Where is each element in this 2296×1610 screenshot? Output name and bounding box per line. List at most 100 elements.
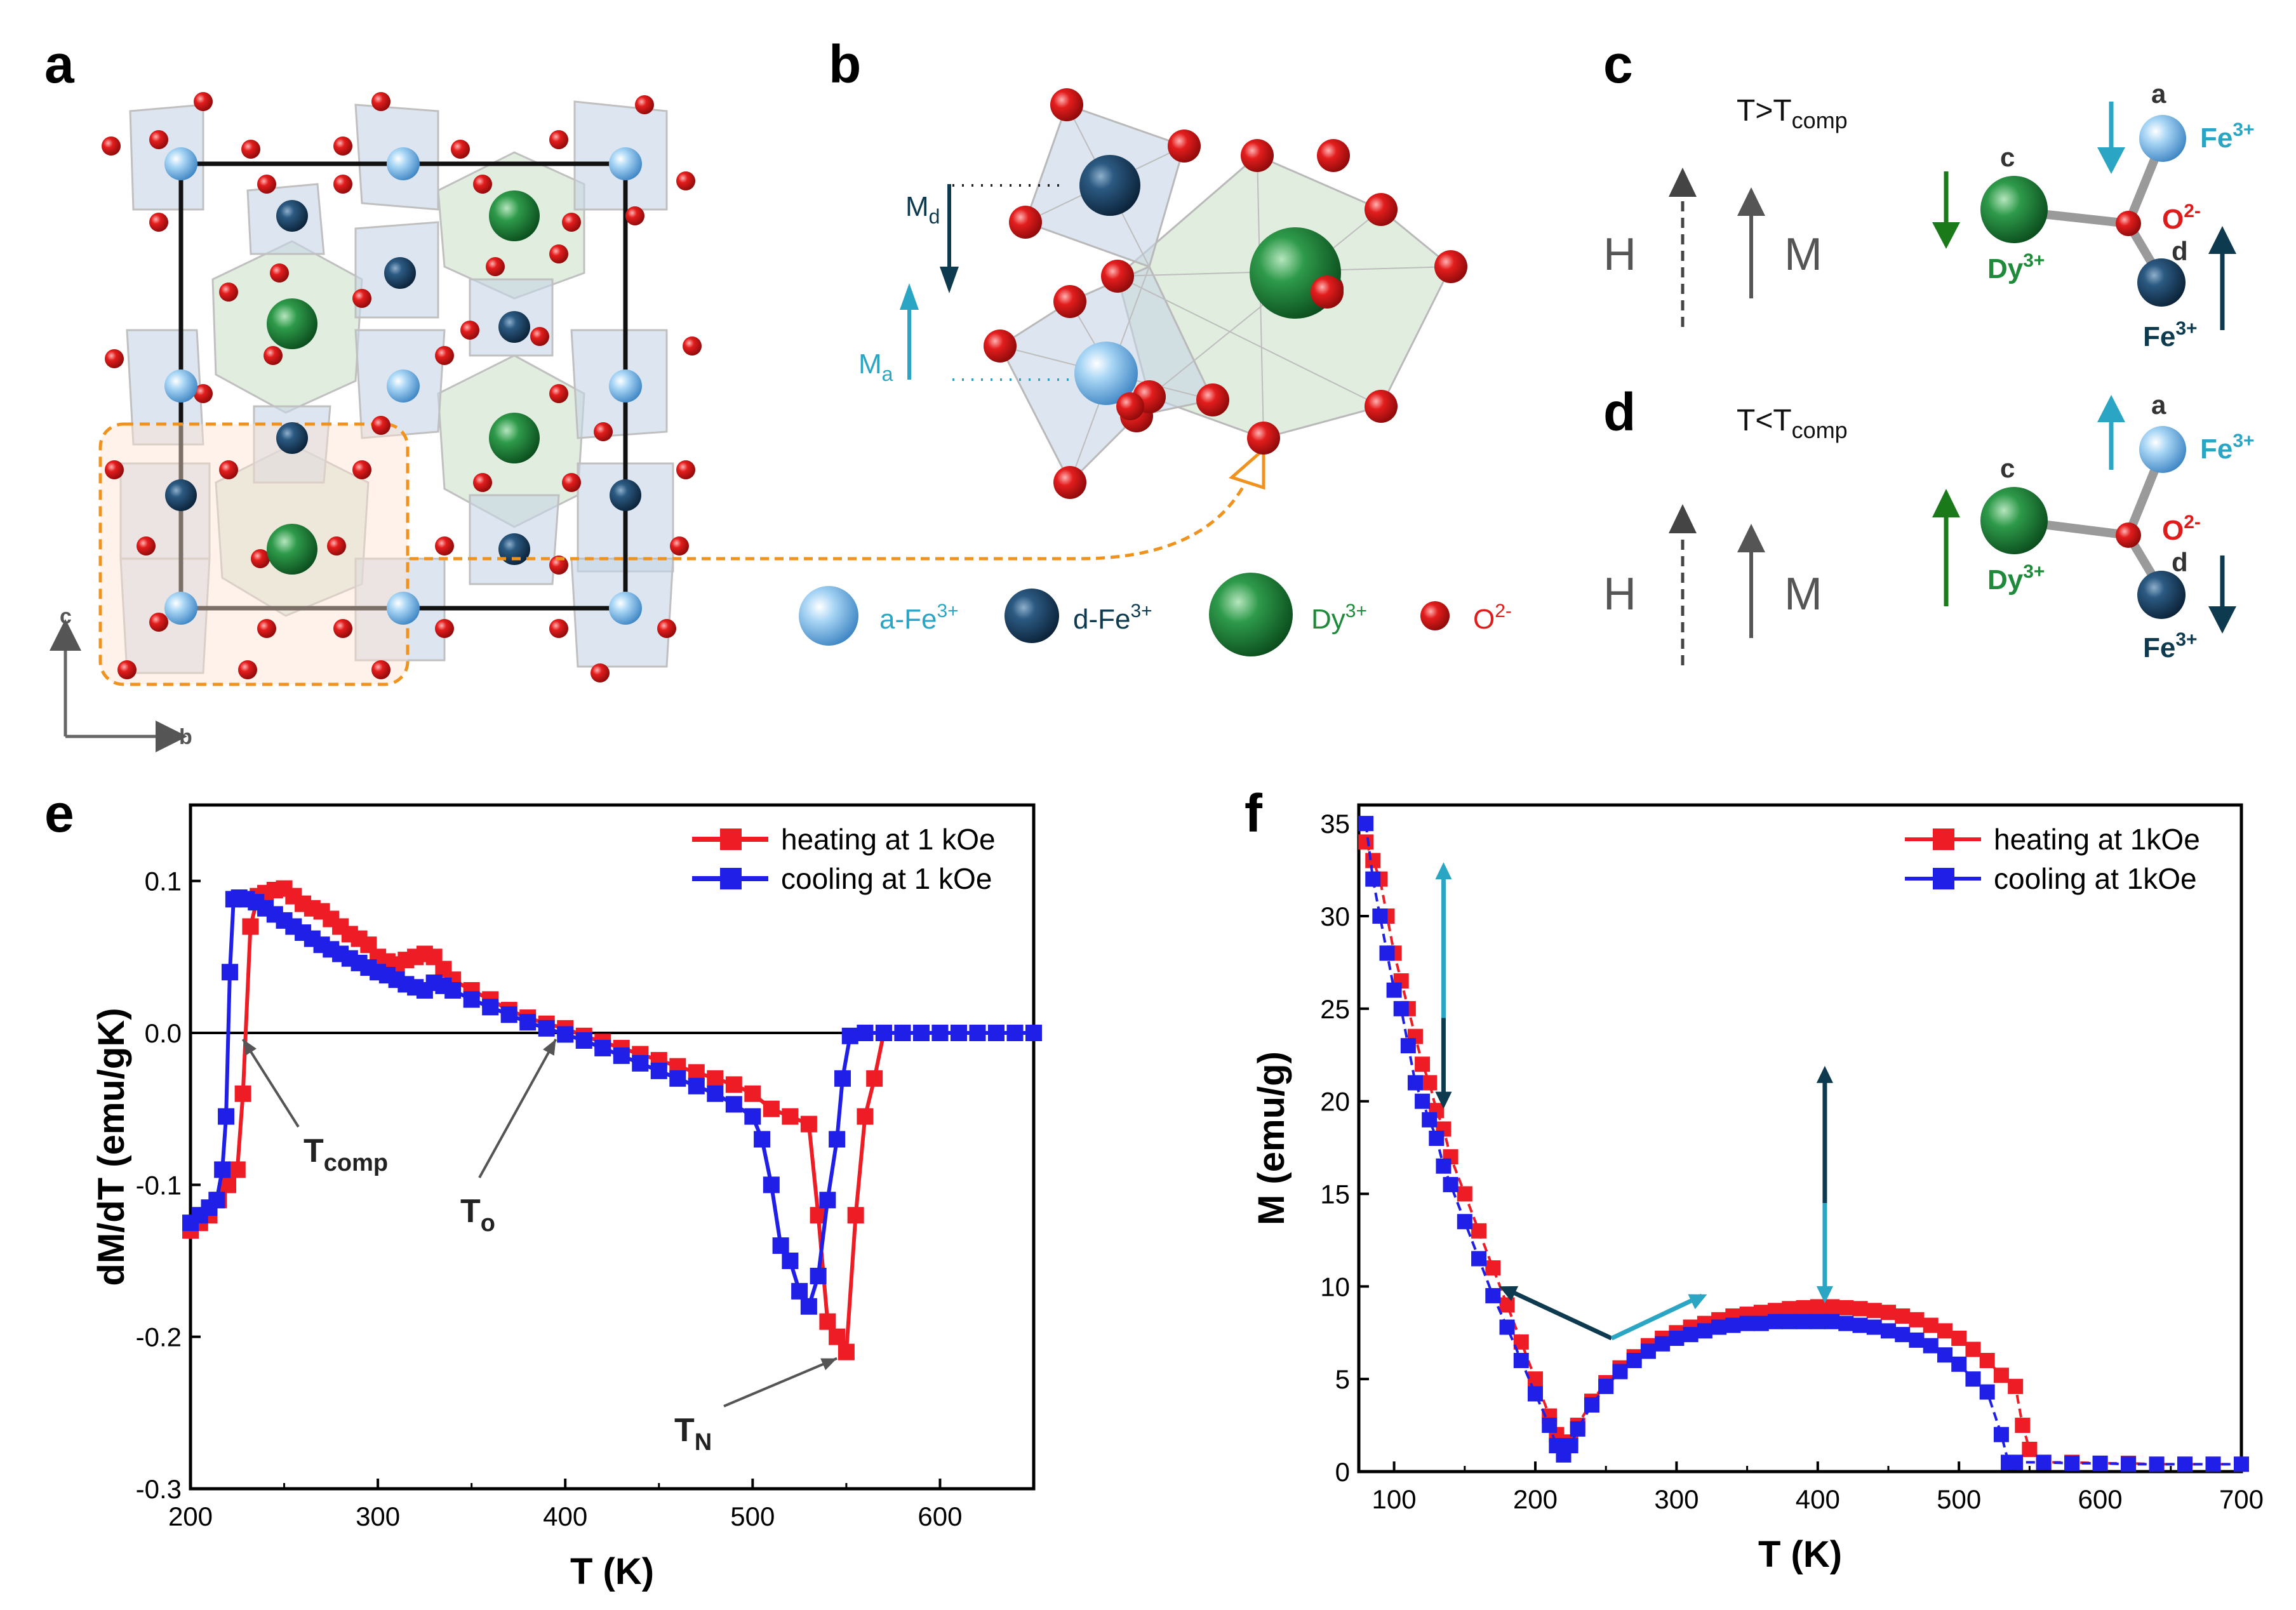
oxygen-atom	[473, 473, 492, 492]
condition-label-d: T<Tcomp	[1737, 404, 1848, 443]
a-fe-atom-c	[2139, 115, 2186, 162]
series-line-heating	[1365, 841, 2241, 1466]
oxygen-atom	[257, 175, 276, 194]
oxygen-atom	[625, 206, 644, 225]
oxygen-atom	[1247, 422, 1280, 455]
legend-label: heating at 1 kOe	[781, 823, 996, 856]
data-point-heating	[1796, 1300, 1812, 1315]
data-point-heating	[857, 1108, 874, 1125]
panel-label-f: f	[1245, 783, 1263, 843]
data-point-heating	[2008, 1378, 2024, 1394]
cluster-atoms	[984, 88, 1467, 499]
data-point-cooling	[1993, 1427, 2009, 1442]
data-point-heating	[1838, 1300, 1854, 1315]
plot-frame	[1357, 803, 2243, 1474]
data-point-cooling	[1866, 1319, 1882, 1335]
data-point-cooling	[2036, 1454, 2052, 1470]
oxygen-atom	[1434, 250, 1467, 283]
spin-arrowhead-left	[1499, 1286, 1519, 1301]
a-spin-arrowhead-c	[2097, 147, 2125, 174]
oxygen-atom	[1317, 139, 1350, 172]
dy-atom-d	[1980, 487, 2048, 554]
data-point-cooling	[463, 991, 480, 1008]
data-point-heating	[1415, 1056, 1431, 1072]
legend-o-icon	[1420, 601, 1450, 630]
data-point-cooling	[1965, 1371, 1981, 1387]
legend-marker	[1933, 868, 1954, 889]
m-arrowhead-d	[1737, 524, 1765, 552]
fe-a-label-d: Fe3+	[2200, 430, 2255, 465]
d-fe-atom	[276, 422, 308, 454]
data-point-cooling	[1612, 1364, 1628, 1380]
a-fe-atom	[164, 369, 197, 403]
oxygen-atom	[219, 460, 238, 479]
legend-marker	[720, 868, 742, 889]
data-point-cooling	[575, 1032, 592, 1049]
data-point-cooling	[782, 1253, 799, 1269]
data-point-heating	[1923, 1317, 1939, 1333]
oxygen-atom	[486, 257, 505, 276]
data-point-cooling	[819, 1192, 836, 1209]
oxygen-atom	[435, 346, 454, 365]
data-point-heating	[744, 1085, 761, 1102]
crystal-structure-panel: c b	[50, 92, 1265, 752]
data-point-cooling	[1683, 1327, 1699, 1343]
y-tick-label: 0.0	[145, 1018, 182, 1048]
x-axis-label: T (K)	[570, 1551, 654, 1592]
data-point-cooling	[1443, 1176, 1458, 1192]
oxygen-atom	[194, 384, 213, 403]
d-fe-atom	[276, 200, 308, 232]
h-label-d: H	[1603, 569, 1636, 620]
ma-arrowhead	[900, 283, 919, 310]
data-point-heating	[1909, 1312, 1925, 1327]
series-line-cooling	[1365, 823, 2241, 1466]
o-label-c: O2-	[2162, 201, 2201, 235]
oxygen-atom	[670, 536, 689, 556]
md-label: Md	[905, 191, 940, 228]
site-c-label-d: c	[2000, 453, 2015, 483]
oxygen-atom	[371, 416, 390, 435]
oxygen-atom	[333, 136, 352, 156]
data-point-heating	[725, 1076, 742, 1093]
oxygen-atom	[473, 175, 492, 194]
spin-arrowhead-up	[1435, 862, 1452, 880]
data-point-heating	[1782, 1301, 1798, 1317]
data-point-cooling	[1753, 1315, 1769, 1331]
legend-a-fe-label: a-Fe3+	[879, 601, 959, 635]
series-line-cooling	[189, 895, 1034, 1312]
data-point-cooling	[894, 1025, 911, 1041]
annotation-arrow	[723, 1357, 838, 1407]
y-tick-label: 25	[1320, 994, 1350, 1024]
data-point-heating	[1810, 1299, 1825, 1315]
d-spin-arrowhead-c	[2208, 226, 2236, 254]
annotation-arrow	[478, 1039, 557, 1178]
data-point-heating	[1471, 1223, 1487, 1239]
data-point-cooling	[500, 1006, 517, 1023]
spin-arrowhead-down	[1816, 1286, 1833, 1303]
data-point-heating	[1365, 853, 1381, 868]
site-c-label-c: c	[2000, 142, 2015, 172]
y-tick-label: 20	[1320, 1087, 1350, 1117]
data-point-heating	[1485, 1260, 1501, 1276]
data-point-cooling	[1881, 1323, 1896, 1339]
data-point-heating	[1951, 1331, 1967, 1346]
atom-legend: a-Fe3+ d-Fe3+ Dy3+ O2-	[799, 573, 1512, 656]
annotation-arrowhead	[820, 1358, 838, 1371]
a-spin-arrowhead-d	[2097, 395, 2125, 422]
data-point-cooling	[2149, 1456, 2165, 1472]
dy-atom	[489, 413, 540, 463]
data-point-cooling	[2008, 1454, 2024, 1470]
data-point-cooling	[1640, 1343, 1656, 1359]
fe-a-label-c: Fe3+	[2200, 119, 2255, 154]
oxygen-atom	[1050, 88, 1083, 121]
data-point-heating	[1457, 1186, 1472, 1202]
axis-label-b: b	[179, 725, 192, 749]
data-point-heating	[829, 1328, 846, 1345]
oxygen-atom	[238, 660, 257, 679]
a-fe-atom	[387, 592, 420, 625]
oxygen-atom	[594, 422, 613, 441]
oxygen-atom	[676, 171, 695, 190]
data-point-cooling	[1379, 945, 1395, 961]
data-point-cooling	[772, 1237, 789, 1254]
oxygen-atom	[327, 536, 346, 556]
